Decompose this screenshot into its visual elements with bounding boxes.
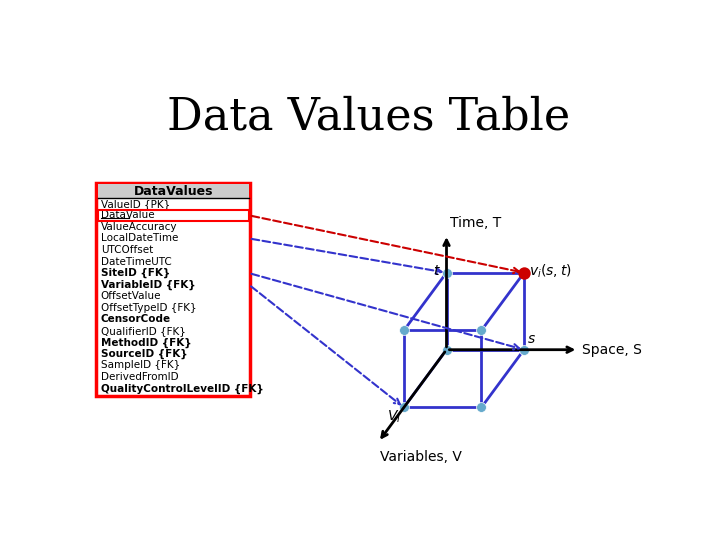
- Point: [518, 346, 530, 354]
- Text: Variables, V: Variables, V: [380, 450, 462, 464]
- Text: UTCOffset: UTCOffset: [101, 245, 153, 255]
- Text: MethodID {FK}: MethodID {FK}: [101, 338, 192, 348]
- Text: SiteID {FK}: SiteID {FK}: [101, 268, 170, 278]
- Text: $V_i$: $V_i$: [387, 409, 401, 426]
- Text: SampleID {FK}: SampleID {FK}: [101, 361, 180, 370]
- Text: QualityControlLevelID {FK}: QualityControlLevelID {FK}: [101, 383, 264, 394]
- Text: DateTimeUTC: DateTimeUTC: [101, 256, 171, 267]
- Point: [441, 346, 452, 354]
- Text: DataValues: DataValues: [134, 185, 213, 198]
- Text: t: t: [433, 264, 438, 278]
- Text: OffsetValue: OffsetValue: [101, 291, 161, 301]
- Text: QualifierID {FK}: QualifierID {FK}: [101, 326, 186, 336]
- Text: VariableID {FK}: VariableID {FK}: [101, 280, 195, 290]
- Text: Space, S: Space, S: [582, 343, 642, 357]
- Point: [518, 268, 530, 277]
- Text: SourceID {FK}: SourceID {FK}: [101, 349, 187, 359]
- Text: DataValue: DataValue: [101, 211, 155, 220]
- Text: s: s: [528, 332, 535, 346]
- Point: [476, 403, 487, 412]
- Text: OffsetTypeID {FK}: OffsetTypeID {FK}: [101, 303, 197, 313]
- FancyBboxPatch shape: [98, 184, 249, 198]
- Point: [518, 268, 530, 277]
- Point: [476, 326, 487, 335]
- Point: [398, 326, 410, 335]
- Text: ValueID {PK}: ValueID {PK}: [101, 199, 170, 209]
- Text: ValueAccuracy: ValueAccuracy: [101, 222, 177, 232]
- Text: CensorCode: CensorCode: [101, 314, 171, 325]
- Text: $v_i(s,t)$: $v_i(s,t)$: [529, 262, 572, 280]
- Text: Time, T: Time, T: [451, 217, 502, 231]
- Point: [398, 403, 410, 412]
- Text: Data Values Table: Data Values Table: [167, 96, 571, 139]
- Point: [441, 268, 452, 277]
- Text: LocalDateTime: LocalDateTime: [101, 233, 179, 244]
- Text: DerivedFromID: DerivedFromID: [101, 372, 179, 382]
